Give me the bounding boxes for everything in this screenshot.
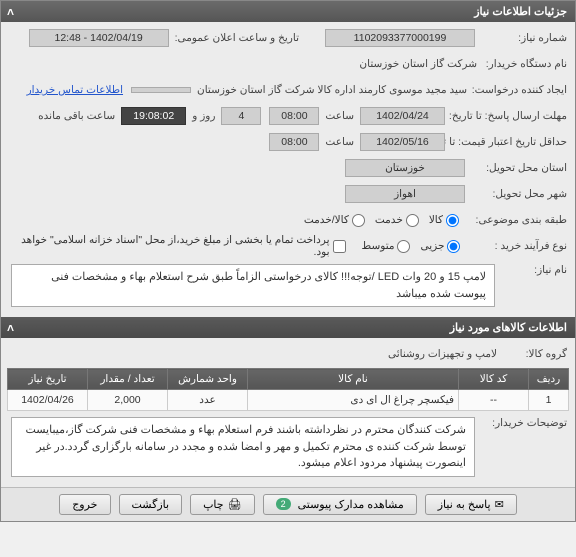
cat-goods-service-radio[interactable] <box>352 214 365 227</box>
main-title: جزئیات اطلاعات نیاز <box>474 6 567 18</box>
proc-minor-radio[interactable] <box>447 240 460 253</box>
need-name-label: نام نیاز: <box>499 260 569 276</box>
collapse-icon[interactable]: ˄ <box>7 5 14 19</box>
need-name-box: لامپ 15 و 20 وات LED /توجه!!! کالای درخو… <box>11 264 495 307</box>
day-count-field: 4 <box>221 107 261 125</box>
category-label: طبقه بندی موضوعی: <box>459 214 569 226</box>
deadline-time-field: 08:00 <box>269 107 319 125</box>
creator-value: سید مجید موسوی کارمند اداره کالا شرکت گا… <box>195 84 469 96</box>
table-row[interactable]: 1 -- فیکسچر چراغ ال ای دی عدد 2,000 1402… <box>8 390 569 411</box>
group-label: گروه کالا: <box>499 348 569 360</box>
load-province-label: استان محل تحویل: <box>469 162 569 174</box>
proc-medium-option[interactable]: متوسط <box>362 240 411 253</box>
cat-goods-radio[interactable] <box>446 214 459 227</box>
validity-time-label: ساعت <box>323 136 356 148</box>
print-icon: 🖨 <box>228 498 242 511</box>
cell-need-date: 1402/04/26 <box>8 390 88 411</box>
proc-minor-option[interactable]: جزیی <box>420 240 460 253</box>
col-code: کد کالا <box>459 369 529 390</box>
category-radio-group: کالا خدمت کالا/خدمت <box>298 214 459 227</box>
exit-button[interactable]: خروج <box>59 494 110 515</box>
day-label: روز و <box>190 110 217 122</box>
attachments-button[interactable]: مشاهده مدارک پیوستی 2 <box>263 494 417 515</box>
print-button[interactable]: 🖨 چاپ <box>190 494 254 515</box>
load-city-field: اهواز <box>345 185 465 203</box>
proc-medium-radio[interactable] <box>397 240 410 253</box>
announcement-label: تاریخ و ساعت اعلان عمومی: <box>173 32 301 44</box>
col-name: نام کالا <box>248 369 459 390</box>
respond-button[interactable]: ✉ پاسخ به نیاز <box>425 494 517 515</box>
items-header: اطلاعات کالاهای مورد نیاز ˄ <box>1 317 575 338</box>
cell-unit: عدد <box>168 390 248 411</box>
cat-goods-option[interactable]: کالا <box>429 214 459 227</box>
cell-qty: 2,000 <box>88 390 168 411</box>
creator-blank-field <box>131 87 191 93</box>
remaining-time-field: 19:08:02 <box>121 107 186 125</box>
cell-name: فیکسچر چراغ ال ای دی <box>248 390 459 411</box>
process-radio-group: جزیی متوسط <box>356 240 461 253</box>
cat-goods-service-option[interactable]: کالا/خدمت <box>304 214 365 227</box>
buyer-desc-box: شرکت کنندگان محترم در نظرداشته باشند فرم… <box>11 417 475 477</box>
buyer-device-label: نام دستگاه خریدار: <box>479 58 569 70</box>
col-qty: تعداد / مقدار <box>88 369 168 390</box>
attachments-count-badge: 2 <box>276 498 291 510</box>
items-title: اطلاعات کالاهای مورد نیاز <box>450 322 567 334</box>
remaining-label: ساعت باقی مانده <box>36 110 117 122</box>
group-value: لامپ و تجهیزات روشنائی <box>386 348 499 360</box>
need-number-label: شماره نیاز: <box>479 32 569 44</box>
need-number-field: 1102093377000199 <box>325 29 475 47</box>
col-need-date: تاریخ نیاز <box>8 369 88 390</box>
back-button[interactable]: بازگشت <box>119 494 183 515</box>
payment-note-option[interactable]: پرداخت تمام یا بخشی از مبلغ خرید،از محل … <box>7 234 346 258</box>
items-collapse-icon[interactable]: ˄ <box>7 321 14 335</box>
creator-label: ایجاد کننده درخواست: <box>469 84 569 96</box>
validity-date-field: 1402/05/16 <box>360 133 445 151</box>
load-city-label: شهر محل تحویل: <box>469 188 569 200</box>
validity-label: حداقل تاریخ اعتبار قیمت: تا تاریخ <box>449 136 569 148</box>
validity-time-field: 08:00 <box>269 133 319 151</box>
deadline-time-label: ساعت <box>323 110 356 122</box>
cat-service-option[interactable]: خدمت <box>375 214 419 227</box>
contact-link[interactable]: اطلاعات تماس خریدار <box>27 84 123 96</box>
respond-icon: ✉ <box>495 498 504 511</box>
col-row: ردیف <box>529 369 569 390</box>
deadline-date-field: 1402/04/24 <box>360 107 445 125</box>
form-area: شماره نیاز: 1102093377000199 تاریخ و ساع… <box>1 22 575 317</box>
buyer-desc-label: توضیحات خریدار: <box>479 413 569 429</box>
cell-row: 1 <box>529 390 569 411</box>
items-table: ردیف کد کالا نام کالا واحد شمارش تعداد /… <box>7 368 569 411</box>
buyer-device-value: شرکت گاز استان خوزستان <box>357 58 479 70</box>
payment-note-text: پرداخت تمام یا بخشی از مبلغ خرید،از محل … <box>7 234 330 258</box>
main-header: جزئیات اطلاعات نیاز ˄ <box>1 1 575 22</box>
col-unit: واحد شمارش <box>168 369 248 390</box>
deadline-label: مهلت ارسال پاسخ: تا تاریخ: <box>449 110 569 122</box>
button-row: ✉ پاسخ به نیاز مشاهده مدارک پیوستی 2 🖨 چ… <box>1 487 575 521</box>
load-province-field: خوزستان <box>345 159 465 177</box>
items-area: گروه کالا: لامپ و تجهیزات روشنائی ردیف ک… <box>1 338 575 487</box>
process-label: نوع فرآیند خرید : <box>460 240 569 252</box>
cat-service-radio[interactable] <box>406 214 419 227</box>
payment-checkbox[interactable] <box>333 240 346 253</box>
cell-code: -- <box>459 390 529 411</box>
announcement-field: 1402/04/19 - 12:48 <box>29 29 169 47</box>
